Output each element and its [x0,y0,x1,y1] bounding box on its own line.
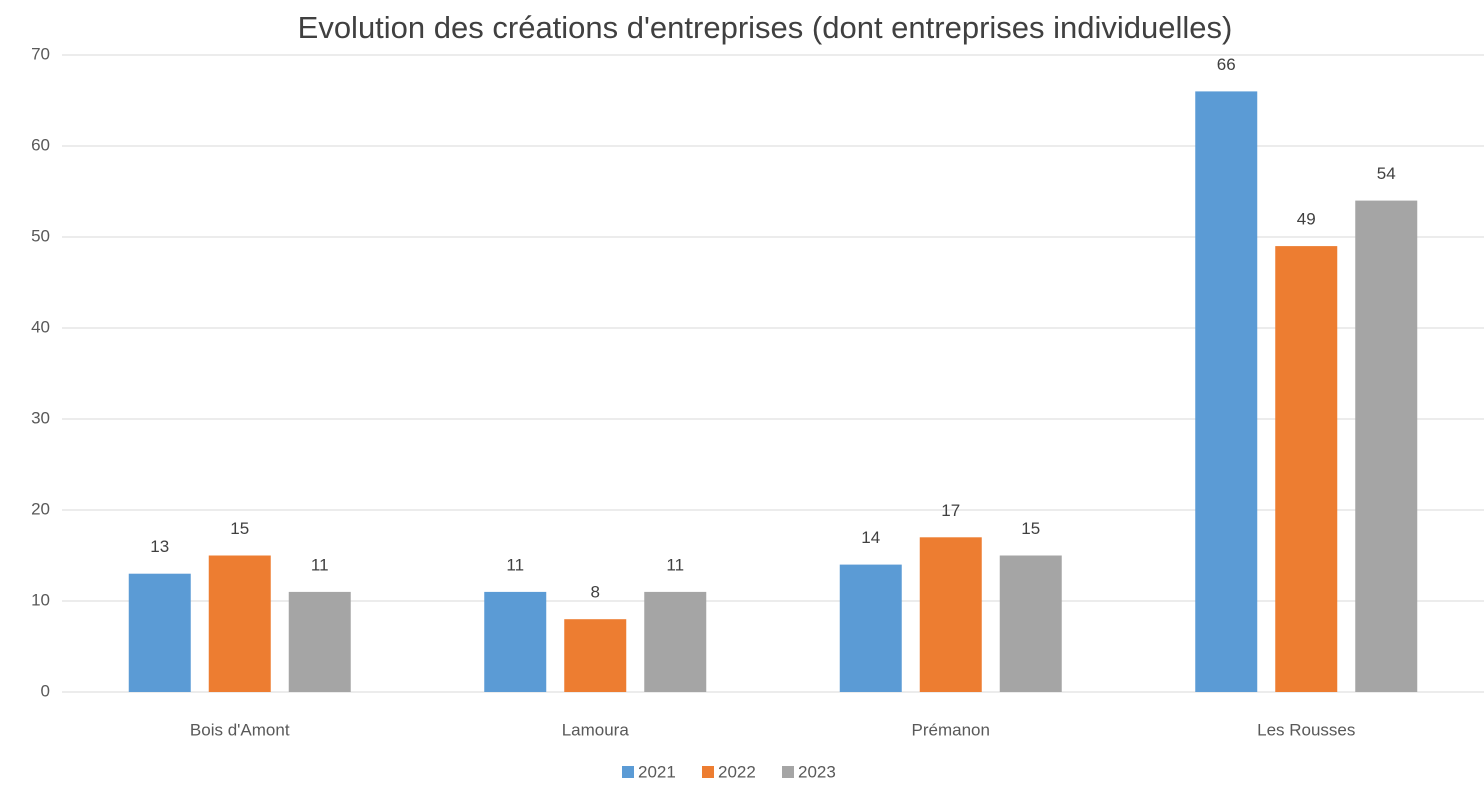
y-tick-label: 60 [31,135,50,154]
y-tick-label: 0 [41,681,50,700]
x-tick-label: Les Rousses [1257,720,1355,739]
legend-label: 2021 [638,762,676,781]
legend-label: 2022 [718,762,756,781]
bar [564,619,627,692]
data-label: 15 [1021,519,1040,538]
bar [999,555,1062,692]
data-label: 13 [150,537,169,556]
legend-swatch [782,766,794,778]
x-tick-label: Bois d'Amont [190,720,290,739]
bar [1355,200,1418,692]
bar [208,555,271,692]
data-label: 66 [1217,55,1236,74]
data-label: 14 [861,528,880,547]
y-tick-label: 50 [31,226,50,245]
data-label: 11 [666,555,684,574]
x-tick-label: Prémanon [912,720,990,739]
data-label: 15 [230,519,249,538]
data-label: 11 [311,555,329,574]
legend-swatch [702,766,714,778]
data-label: 11 [506,555,524,574]
x-tick-label: Lamoura [562,720,630,739]
data-label: 54 [1377,164,1396,183]
legend-swatch [622,766,634,778]
bar [128,573,191,692]
bar [644,591,707,692]
y-tick-label: 20 [31,499,50,518]
bar [484,591,547,692]
bar [288,591,351,692]
data-label: 8 [591,583,600,602]
chart-title: Evolution des créations d'entreprises (d… [298,10,1233,45]
bar [1195,91,1258,692]
bar [1275,246,1338,692]
bar [919,537,982,692]
data-label: 49 [1297,210,1316,229]
bar [839,564,902,692]
y-tick-label: 30 [31,408,50,427]
y-tick-label: 70 [31,44,50,63]
y-tick-label: 10 [31,590,50,609]
legend-label: 2023 [798,762,836,781]
y-tick-label: 40 [31,317,50,336]
data-label: 17 [941,501,960,520]
